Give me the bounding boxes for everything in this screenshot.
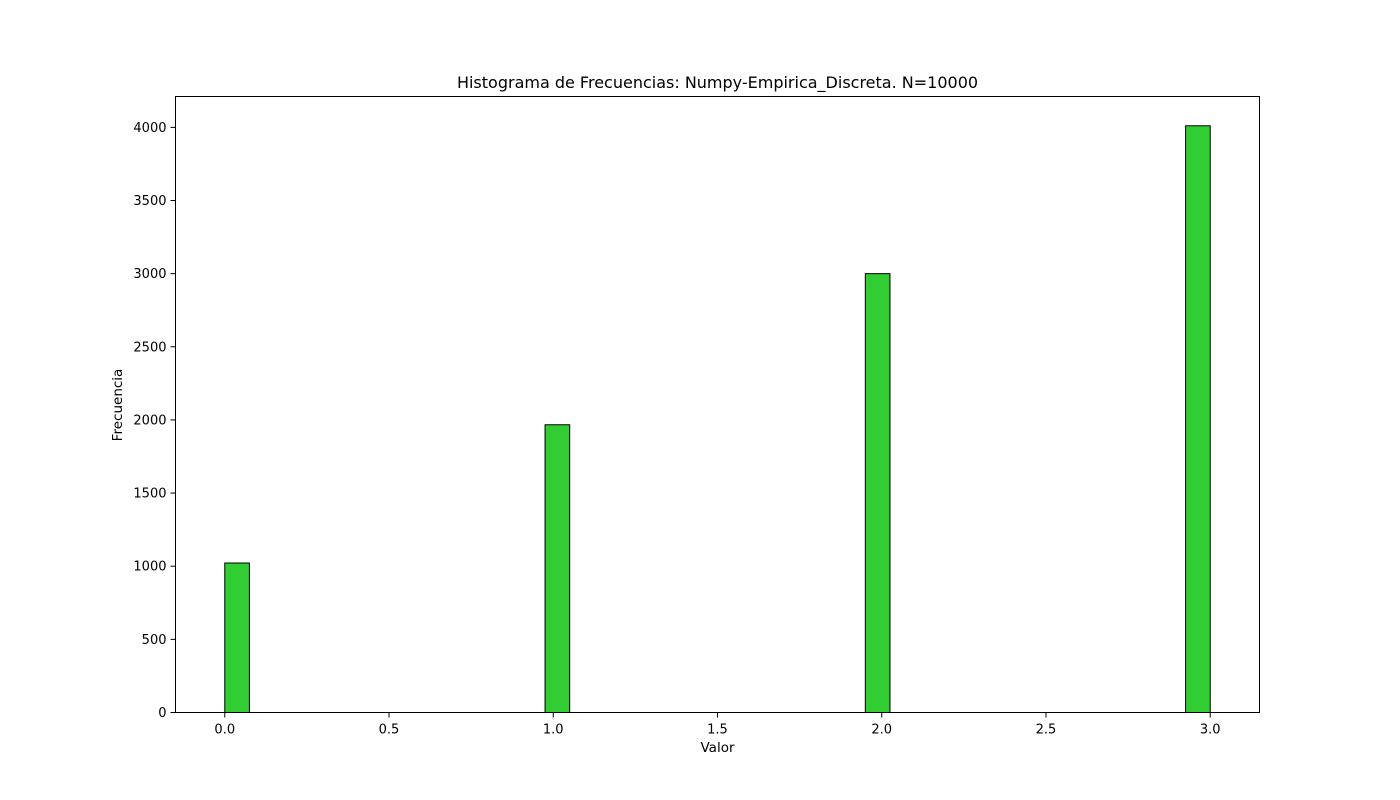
x-tick-label: 1.5 bbox=[707, 723, 728, 738]
y-tick-label: 2000 bbox=[133, 413, 166, 428]
y-tick-label: 3000 bbox=[133, 267, 166, 282]
y-tick-label: 1000 bbox=[133, 560, 166, 575]
y-axis-label: Frecuencia bbox=[110, 369, 126, 442]
x-tick-label: 0.5 bbox=[379, 723, 400, 738]
histogram-bar-0 bbox=[224, 562, 250, 714]
y-tick-label: 0 bbox=[158, 706, 166, 721]
y-tick-label: 3500 bbox=[133, 194, 166, 209]
x-axis-label: Valor bbox=[700, 740, 734, 756]
chart-title: Histograma de Frecuencias: Numpy-Empiric… bbox=[457, 73, 978, 93]
histogram-bar-3 bbox=[1185, 125, 1211, 713]
x-tick-label: 3.0 bbox=[1200, 723, 1221, 738]
y-tick-label: 2500 bbox=[133, 340, 166, 355]
y-tick-label: 500 bbox=[142, 633, 167, 648]
x-tick-label: 2.5 bbox=[1036, 723, 1057, 738]
y-tick-label: 1500 bbox=[133, 487, 166, 502]
y-axis-ticks: 0 500 1000 1500 2000 2500 3000 3500 4000 bbox=[133, 121, 176, 721]
histogram-bar-1 bbox=[544, 424, 571, 713]
y-tick-label: 4000 bbox=[133, 121, 166, 136]
x-tick-label: 1.0 bbox=[543, 723, 564, 738]
x-tick-label: 0.0 bbox=[214, 723, 235, 738]
x-axis-ticks: 0.0 0.5 1.0 1.5 2.0 2.5 3.0 bbox=[214, 712, 1221, 738]
x-tick-label: 2.0 bbox=[871, 723, 892, 738]
plot-frame bbox=[175, 96, 1260, 713]
bars-group bbox=[224, 125, 1211, 714]
histogram-bar-2 bbox=[864, 273, 891, 713]
